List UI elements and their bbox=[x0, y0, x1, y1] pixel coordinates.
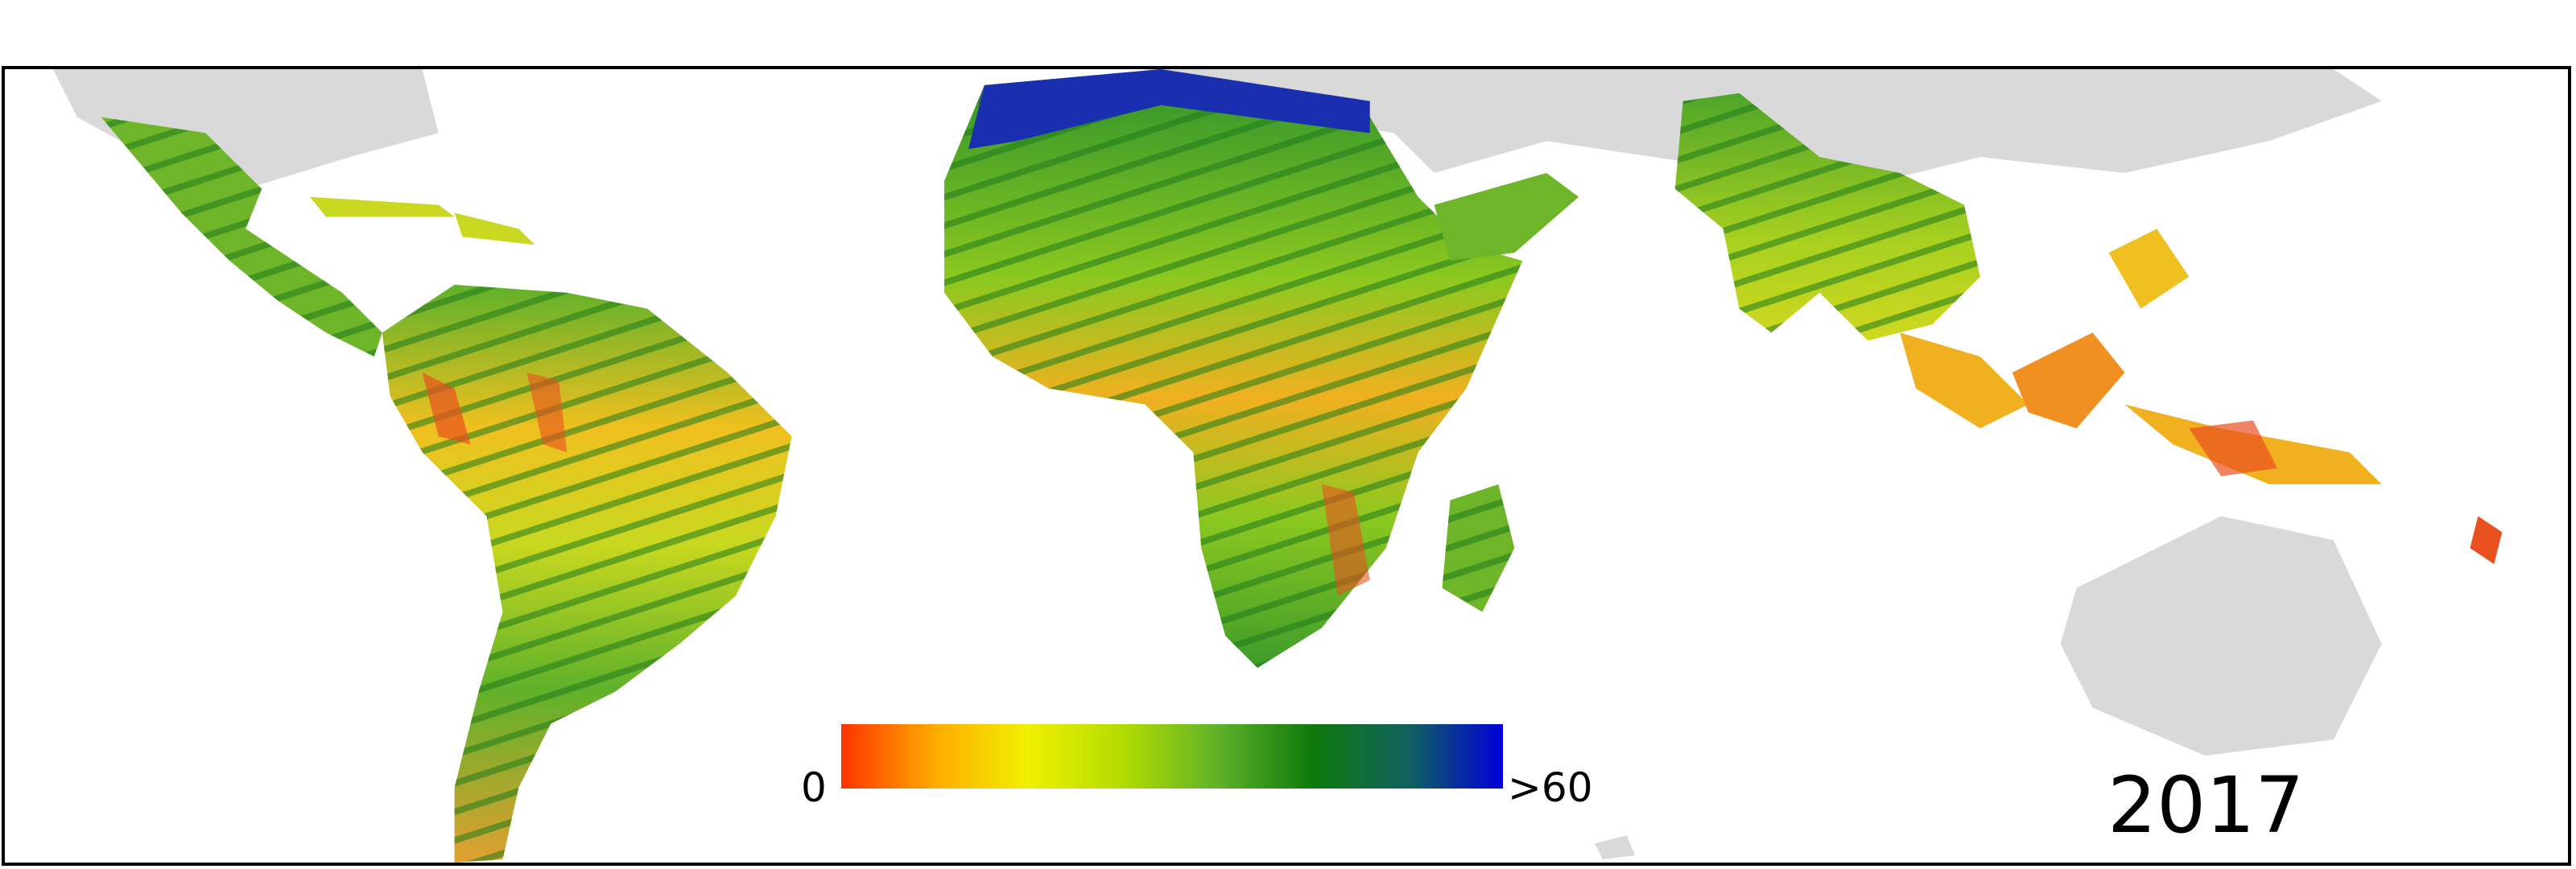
color-legend-bar bbox=[841, 724, 1503, 789]
africa bbox=[944, 69, 1523, 668]
south-america bbox=[382, 284, 792, 863]
tropics-map bbox=[52, 69, 2503, 863]
legend-max-label: >60 bbox=[1508, 764, 1593, 811]
map-frame bbox=[2, 66, 2571, 866]
asia-tropics bbox=[1434, 93, 2503, 565]
year-label: 2017 bbox=[2107, 760, 2305, 850]
legend-min-label: 0 bbox=[801, 764, 827, 811]
central-america bbox=[101, 117, 535, 357]
